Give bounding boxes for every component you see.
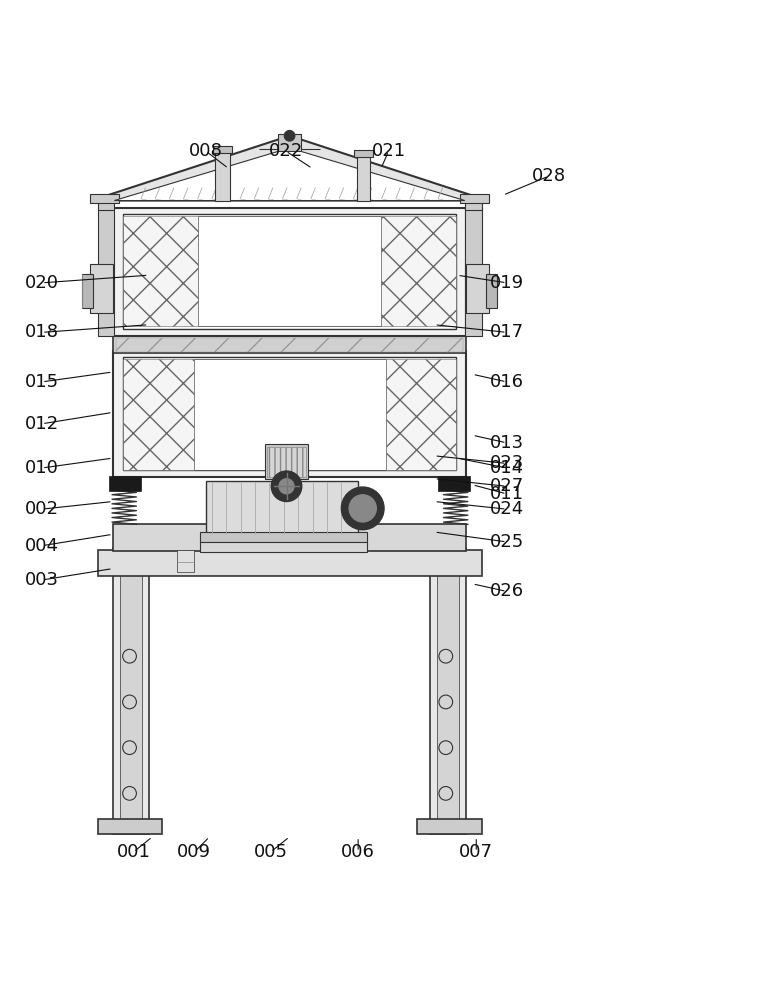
Bar: [465, 208, 482, 336]
Bar: [90, 194, 119, 203]
Bar: [465, 199, 482, 210]
Bar: [357, 155, 370, 201]
Text: 005: 005: [254, 843, 287, 861]
Bar: [98, 819, 162, 834]
Circle shape: [271, 471, 302, 502]
Bar: [430, 548, 466, 834]
Text: 027: 027: [490, 477, 523, 495]
Text: 021: 021: [372, 142, 405, 160]
Bar: [90, 264, 113, 313]
Bar: [113, 208, 466, 336]
Bar: [113, 548, 149, 834]
Bar: [200, 540, 367, 552]
Bar: [265, 444, 308, 479]
Bar: [354, 150, 373, 157]
Bar: [116, 338, 463, 352]
Text: 013: 013: [490, 434, 523, 452]
Bar: [82, 274, 93, 308]
Bar: [200, 532, 367, 542]
Bar: [267, 447, 306, 477]
Text: 024: 024: [490, 500, 523, 518]
Bar: [194, 359, 386, 470]
Bar: [206, 481, 358, 536]
Bar: [417, 819, 482, 834]
Bar: [98, 550, 482, 576]
Bar: [98, 208, 114, 336]
Text: 011: 011: [490, 485, 523, 503]
Text: 015: 015: [25, 373, 59, 391]
Bar: [113, 336, 466, 353]
Text: 012: 012: [25, 415, 59, 433]
Text: 014: 014: [490, 459, 523, 477]
Bar: [437, 550, 459, 831]
Bar: [113, 351, 466, 477]
Bar: [177, 550, 194, 572]
Text: 020: 020: [25, 274, 59, 292]
Bar: [215, 151, 230, 201]
Text: 006: 006: [341, 843, 375, 861]
Bar: [123, 359, 194, 470]
Text: 008: 008: [189, 142, 223, 160]
Text: 010: 010: [25, 459, 59, 477]
Bar: [381, 216, 456, 326]
Bar: [120, 550, 142, 831]
Text: 019: 019: [490, 274, 523, 292]
Bar: [123, 357, 456, 470]
Circle shape: [279, 479, 294, 494]
Text: 025: 025: [490, 533, 523, 551]
Text: 007: 007: [459, 843, 493, 861]
Bar: [109, 476, 141, 491]
Bar: [466, 264, 489, 313]
Polygon shape: [91, 136, 488, 201]
Text: 026: 026: [490, 582, 523, 600]
Text: 004: 004: [25, 537, 59, 555]
Bar: [486, 274, 497, 308]
Text: 023: 023: [490, 454, 523, 472]
Bar: [113, 524, 466, 551]
Text: 016: 016: [490, 373, 523, 391]
Text: 001: 001: [117, 843, 150, 861]
Polygon shape: [114, 148, 465, 201]
Text: 017: 017: [490, 323, 523, 341]
Bar: [123, 214, 456, 329]
Text: 022: 022: [269, 142, 303, 160]
Bar: [198, 216, 381, 326]
Bar: [278, 134, 301, 151]
Bar: [213, 146, 232, 153]
Bar: [123, 216, 198, 326]
Text: 028: 028: [532, 167, 565, 185]
Circle shape: [341, 487, 384, 530]
Bar: [460, 194, 489, 203]
Text: 009: 009: [178, 843, 211, 861]
Bar: [386, 359, 456, 470]
Bar: [98, 199, 114, 210]
Circle shape: [284, 130, 295, 141]
Text: 003: 003: [25, 571, 59, 589]
Circle shape: [349, 495, 376, 522]
Bar: [438, 476, 470, 491]
Text: 018: 018: [25, 323, 59, 341]
Text: 002: 002: [25, 500, 59, 518]
